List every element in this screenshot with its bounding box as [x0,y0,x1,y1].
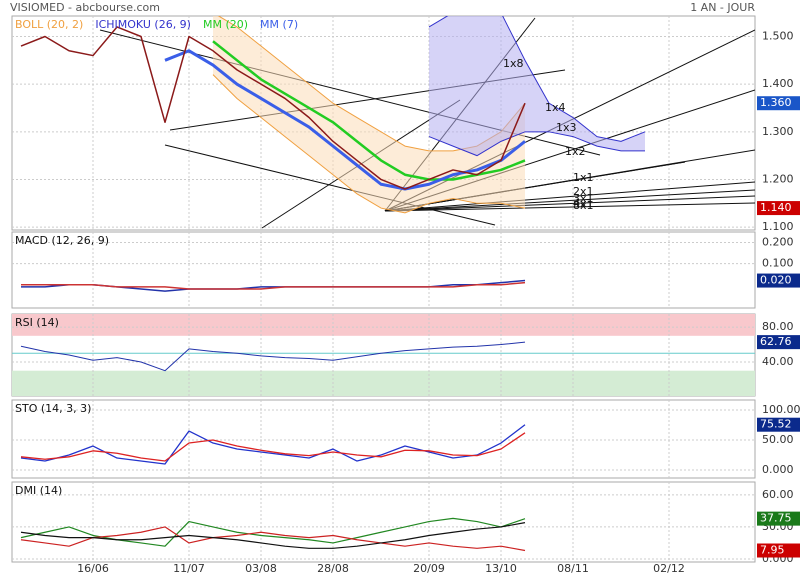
y-tick-label: 100.00 [762,403,800,416]
fan-label: 1x4 [545,101,566,114]
panel-title: STO (14, 3, 3) [15,402,91,415]
x-tick-label: 03/08 [245,562,277,575]
plot-area [12,16,755,230]
last-value-box [757,201,800,216]
band-fill [429,16,645,156]
y-tick-label: 0.200 [762,236,794,249]
x-tick-label: 11/07 [173,562,205,575]
x-tick-label: 28/08 [317,562,349,575]
trend-line [384,161,686,212]
series-line [20,432,526,462]
last-value-label: 37.75 [760,512,792,525]
last-value-label: 62.76 [760,335,792,348]
fan-line [384,181,755,212]
legend-entry: ICHIMOKU (26, 9) [95,18,191,31]
legend-entry: BOLL (20, 2) [15,18,83,31]
last-value-box [757,417,800,432]
x-tick-label: 16/06 [77,562,109,575]
series-line [20,26,526,190]
panel [11,399,756,479]
band-lower [212,74,526,214]
fan-label: 1x2 [565,145,586,158]
fan-label: 2x1 [573,185,594,198]
legend-entry: MM (7) [260,18,298,31]
last-value-box [757,511,800,526]
y-tick-label: 0.100 [762,257,794,270]
last-value-label: 7.95 [760,544,785,557]
panel-title: DMI (14) [15,484,62,497]
x-tick-label: 08/11 [557,562,589,575]
plot-area [12,232,755,308]
last-value-label: 75.52 [760,418,792,431]
legend-entry: MM (20) [203,18,248,31]
series-line [20,526,526,552]
y-tick-label: 50.00 [762,433,794,446]
plot-area [12,482,755,562]
fan-line [384,202,755,212]
y-tick-label: 60.00 [762,488,794,501]
fan-label: 3x1 [573,192,594,205]
header-period: 1 AN - JOUR [690,1,755,14]
y-tick-label: 80.00 [762,320,794,333]
plot-area [12,314,755,396]
last-value-box [757,96,800,111]
fan-label: 8x1 [573,199,594,212]
header-title: VISIOMED - abcbourse.com [10,1,160,14]
last-value-label: 1.360 [760,96,792,109]
panel [11,481,756,563]
series-line [20,517,526,547]
y-tick-label: 1.500 [762,29,794,42]
plot-area [12,400,755,478]
x-tick-label: 20/09 [413,562,445,575]
fan-label: 1x8 [503,57,524,70]
x-tick-label: 13/10 [485,562,517,575]
trend-line [164,144,496,226]
series-line [20,341,526,372]
fan-label: 1x3 [556,121,577,134]
panel-title: RSI (14) [15,316,59,329]
last-value-box [757,543,800,558]
band-lower [428,131,645,157]
fan-line [384,195,755,212]
fan-label: 4x1 [573,197,594,210]
series-line [20,522,526,549]
y-tick-label: 1.400 [762,77,794,90]
y-tick-label: 40.00 [762,355,794,368]
fan-label: 1x1 [573,171,594,184]
series-line [428,16,646,142]
last-value-label: 0.020 [760,274,792,287]
series-line [21,281,526,290]
y-tick-label: 1.200 [762,172,794,185]
y-tick-label: 1.100 [762,220,794,233]
last-value-box [757,335,800,350]
last-value-box [757,273,800,288]
fan-line [384,189,755,212]
panel [11,231,756,309]
x-tick-label: 02/12 [653,562,685,575]
oversold-zone [12,370,755,396]
last-value-label: 1.140 [760,201,792,214]
y-tick-label: 1.300 [762,125,794,138]
band-fill [213,16,525,213]
panel-title: MACD (12, 26, 9) [15,234,109,247]
overbought-zone [12,314,755,336]
series-line [212,40,526,181]
y-tick-label: 0.000 [762,463,794,476]
